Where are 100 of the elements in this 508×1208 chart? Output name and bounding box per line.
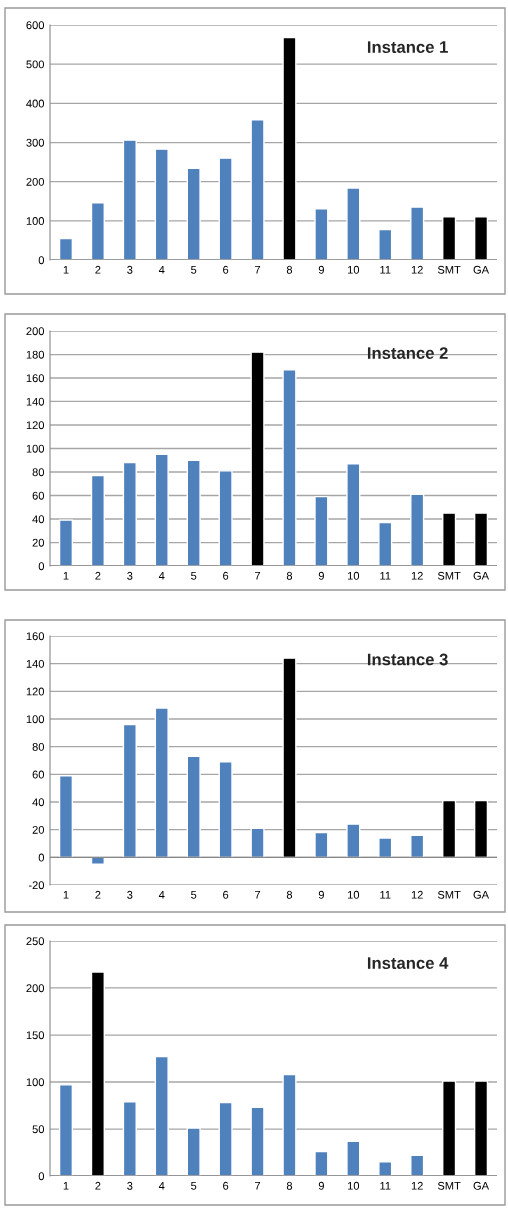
- bar: [378, 228, 393, 260]
- bar: [154, 707, 169, 859]
- bar: [218, 761, 233, 859]
- text: Instance 2: [367, 347, 448, 359]
- bar: [122, 461, 137, 566]
- bar: [122, 723, 137, 859]
- bar: [250, 119, 265, 260]
- y-tick-label: 100: [26, 1078, 45, 1087]
- x-tick-label: 7: [255, 265, 261, 274]
- bar: [346, 187, 361, 260]
- x-tick-label: 10: [347, 265, 360, 274]
- bar: [378, 837, 393, 859]
- bar: [250, 827, 265, 859]
- bar: [442, 512, 457, 566]
- bar: [346, 823, 361, 859]
- x-tick-label: 8: [286, 890, 293, 899]
- y-tick-label: 60: [32, 770, 45, 779]
- y-tick-label: 160: [26, 374, 45, 383]
- bar: [250, 1106, 265, 1176]
- x-tick-label: 3: [127, 1181, 133, 1190]
- bar: [250, 351, 265, 566]
- bar: [282, 1073, 297, 1176]
- bar: [282, 657, 297, 859]
- x-tick-label: 12: [411, 1181, 423, 1190]
- bar: [410, 834, 425, 859]
- bar: [378, 1161, 393, 1176]
- y-tick-label: 40: [32, 798, 45, 807]
- bar: [346, 1140, 361, 1176]
- bar: [282, 369, 297, 566]
- bar: [442, 1080, 457, 1176]
- y-tick-label: 0: [38, 256, 45, 265]
- bar: [410, 206, 425, 260]
- y-tick-label: 50: [32, 1125, 45, 1134]
- x-tick-label: GA: [473, 890, 490, 899]
- bar: [186, 1127, 201, 1176]
- bar: [346, 463, 361, 566]
- y-tick-label: 300: [26, 138, 45, 147]
- bar: [186, 167, 201, 260]
- bar: [282, 36, 297, 260]
- bar: [218, 470, 233, 566]
- y-tick-label: 120: [26, 687, 45, 696]
- x-tick-label: SMT: [437, 890, 461, 899]
- bar: [473, 216, 489, 260]
- x-tick-label: 10: [347, 890, 360, 899]
- x-tick-label: 7: [255, 571, 261, 580]
- y-tick-label: -20: [28, 881, 45, 890]
- x-tick-label: 5: [191, 890, 197, 899]
- y-tick-label: 100: [26, 444, 45, 453]
- x-tick-label: 8: [286, 265, 293, 274]
- y-tick-label: 0: [38, 853, 45, 862]
- x-tick-label: 6: [223, 571, 229, 580]
- bar: [58, 519, 74, 566]
- x-tick-label: 5: [191, 571, 197, 580]
- y-tick-label: 500: [26, 60, 45, 69]
- x-tick-label: 4: [158, 571, 165, 580]
- bar: [314, 495, 329, 566]
- x-tick-label: 7: [255, 1181, 261, 1190]
- x-tick-label: 9: [318, 890, 324, 899]
- x-tick-label: 9: [318, 265, 324, 274]
- bar: [314, 207, 329, 260]
- x-tick-label: 1: [63, 571, 69, 580]
- x-tick-label: 3: [127, 890, 133, 899]
- y-tick-label: 40: [32, 515, 45, 524]
- bar: [154, 453, 169, 566]
- bar: [442, 799, 457, 859]
- y-tick-label: 150: [26, 1031, 45, 1040]
- bar: [314, 1150, 329, 1176]
- x-tick-label: 3: [127, 571, 133, 580]
- x-tick-label: 9: [318, 571, 324, 580]
- x-tick-label: 7: [255, 890, 261, 899]
- y-tick-label: 200: [26, 984, 45, 993]
- x-tick-label: 11: [380, 571, 391, 580]
- x-tick-label: 11: [380, 1181, 391, 1190]
- bar: [58, 237, 74, 260]
- bar: [218, 1101, 233, 1176]
- bar: [186, 459, 201, 566]
- x-tick-label: 6: [223, 265, 229, 274]
- bar: [90, 202, 105, 260]
- bar: [314, 831, 329, 859]
- bar: [90, 474, 105, 566]
- y-tick-label: 400: [26, 99, 45, 108]
- x-tick-label: 5: [191, 1181, 197, 1190]
- text: Instance 4: [367, 957, 449, 969]
- x-tick-label: 2: [95, 265, 101, 274]
- x-tick-label: 11: [380, 890, 391, 899]
- x-tick-label: 1: [63, 890, 69, 899]
- y-tick-label: 100: [26, 217, 45, 225]
- x-tick-label: 4: [158, 265, 165, 274]
- x-tick-label: 12: [411, 571, 423, 580]
- y-tick-label: 0: [38, 1172, 45, 1181]
- y-tick-label: 140: [26, 659, 45, 668]
- y-tick-label: 0: [38, 562, 45, 571]
- y-tick-label: 200: [26, 327, 45, 336]
- x-tick-label: 6: [223, 1181, 229, 1190]
- bar: [154, 1055, 169, 1176]
- x-tick-label: 4: [158, 890, 165, 899]
- bar: [186, 755, 201, 859]
- bar: [58, 775, 74, 859]
- y-tick-label: 20: [32, 538, 45, 547]
- y-tick-label: 600: [26, 21, 45, 30]
